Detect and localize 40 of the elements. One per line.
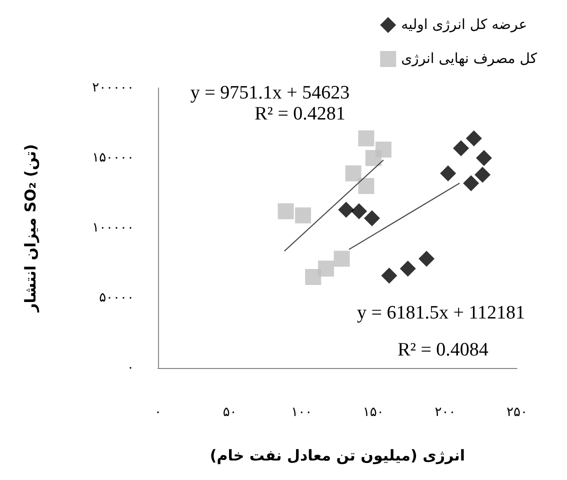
- point: [295, 207, 312, 224]
- legend-label: عرضه کل انرژی اولیه: [401, 17, 528, 33]
- point: [474, 166, 491, 183]
- legend-label: کل مصرف نهایی انرژی: [401, 51, 538, 67]
- x-tick-label: ۵۰: [222, 405, 237, 420]
- point: [278, 203, 294, 220]
- point: [345, 165, 362, 182]
- point: [358, 130, 374, 146]
- annotation: R² = 0.4084: [398, 340, 489, 360]
- point: [463, 175, 480, 192]
- annotation: R² = 0.4281: [254, 104, 346, 124]
- point: [318, 260, 334, 277]
- point: [338, 202, 354, 218]
- y-tick-label: ۵۰۰۰۰: [99, 290, 134, 306]
- x-tick-label: ۱۵۰: [362, 405, 384, 420]
- point: [418, 250, 435, 267]
- y-tick-label: ۰: [127, 360, 134, 376]
- x-tick-label: ۰: [154, 405, 162, 420]
- annotation: y = 9751.1x + 54623: [190, 82, 350, 104]
- y-axis-title: میزان انتشار SO₂ (تن): [22, 144, 40, 313]
- point: [440, 165, 456, 182]
- point: [365, 150, 382, 166]
- point: [476, 150, 492, 166]
- point: [351, 203, 368, 220]
- point: [452, 140, 469, 156]
- point: [334, 250, 350, 267]
- point: [466, 130, 482, 146]
- point: [364, 210, 380, 226]
- y-tick-label: ۲۰۰۰۰۰: [92, 80, 134, 96]
- point: [400, 260, 416, 277]
- x-tick-label: ۲۵۰: [506, 405, 528, 420]
- x-tick-label: ۲۰۰: [434, 405, 456, 420]
- point: [381, 268, 398, 284]
- y-tick-label: ۱۰۰۰۰۰: [92, 220, 134, 236]
- point: [358, 178, 374, 194]
- y-tick-label: ۱۵۰۰۰۰: [92, 150, 134, 166]
- point: [305, 269, 322, 285]
- x-axis-title: انرژی (میلیون تن معادل نفت خام): [210, 446, 466, 464]
- annotation: y = 6181.5x + 112181: [357, 302, 525, 324]
- x-tick-label: ۱۰۰: [291, 405, 312, 420]
